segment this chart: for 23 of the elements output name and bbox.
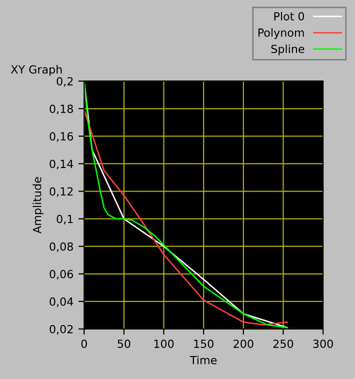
x-tick-label: 100 (154, 340, 174, 348)
y-tick-label: 0,06 (50, 270, 74, 280)
y-tick-label: 0,12 (50, 187, 73, 197)
y-tick-label: 0,04 (50, 297, 74, 307)
x-tick-label: 300 (313, 340, 333, 348)
y-tick-label: 0,2 (56, 77, 73, 87)
y-axis-title: Amplitude (32, 177, 44, 234)
y-tick-label: 0,18 (50, 104, 73, 114)
y-tick-label: 0,1 (56, 214, 73, 224)
x-axis-title: Time (190, 356, 217, 364)
chart-title: XY Graph (10, 65, 62, 76)
x-tick-label: 250 (273, 340, 294, 348)
legend-label: Plot 0 (274, 12, 304, 20)
x-tick-label: 200 (234, 340, 254, 348)
y-tick-label: 0,02 (50, 324, 73, 334)
x-tick-label: 0 (81, 340, 87, 348)
y-tick-label: 0,16 (50, 132, 74, 142)
x-tick-label: 50 (118, 340, 130, 348)
legend-label: Spline (271, 44, 304, 56)
x-tick-label: 150 (194, 340, 214, 348)
legend-label: Polynom (258, 28, 304, 39)
y-tick-label: 0,14 (50, 160, 74, 170)
y-tick-label: 0,08 (50, 242, 73, 252)
